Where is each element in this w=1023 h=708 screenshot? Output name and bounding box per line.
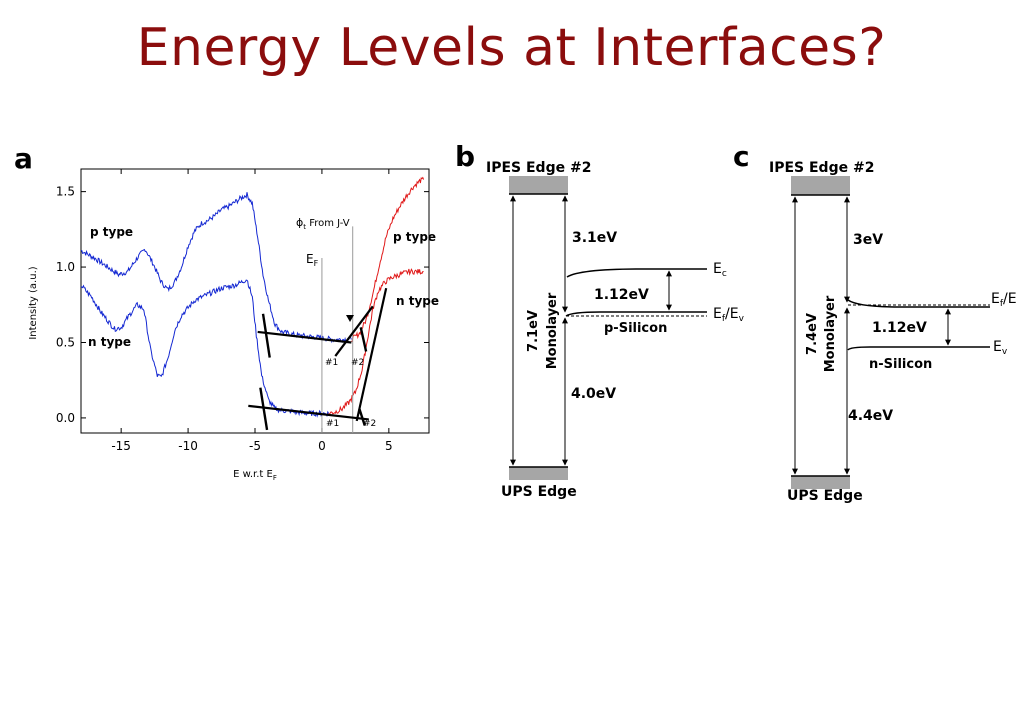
y-tick-label: 1.5 [56, 185, 75, 199]
phi-arrow-head [346, 315, 354, 322]
ups-edge-label: UPS Edge [501, 484, 577, 500]
lower-gap-value: 4.4eV [848, 408, 893, 424]
label-n-type-left: n type [88, 335, 131, 349]
conduction-band-line [847, 299, 990, 308]
ipes-band-block [509, 176, 568, 194]
label-p-type-right: p type [393, 230, 436, 244]
upper-gap-value: 3.1eV [572, 230, 617, 246]
x-tick-label: -5 [249, 439, 261, 453]
ipes-edge-label: IPES Edge #2 [769, 160, 874, 176]
ef-ev-label: Ef/E [991, 291, 1017, 309]
ups-band-block [509, 467, 568, 480]
ipes-edge-label: IPES Edge #2 [486, 160, 591, 176]
panel-c: c IPES Edge #2 UPS Edge 7.4eV Monolayer … [733, 140, 1017, 504]
ipes-band-block [791, 176, 850, 195]
fit-line [334, 305, 374, 357]
x-tick-label: 5 [385, 439, 393, 453]
y-tick-label: 1.0 [56, 260, 75, 274]
label-hash1-bottom: #1 [326, 419, 339, 429]
panel-b: b IPES Edge #2 UPS Edge 7.1eV Monolayer … [455, 140, 745, 500]
total-gap-value: 7.4eV [805, 313, 820, 355]
x-axis-label: E w.r.t EF [233, 469, 277, 482]
ups-band-block [791, 476, 850, 489]
fit-line [257, 330, 352, 344]
silicon-label: p-Silicon [604, 321, 667, 336]
x-tick-label: 0 [318, 439, 326, 453]
bandgap-value: 1.12eV [872, 320, 927, 336]
label-n-type-right: n type [396, 294, 439, 308]
bandgap-value: 1.12eV [594, 287, 649, 303]
spectrum-line [351, 176, 425, 343]
x-tick-label: -10 [178, 439, 198, 453]
panel-c-letter: c [733, 140, 750, 173]
label-p-type-left: p type [90, 225, 133, 239]
valence-band-line [565, 311, 707, 317]
ups-edge-label: UPS Edge [787, 488, 863, 504]
y-tick-label: 0.0 [56, 411, 75, 425]
ef-ev-label: Ef/Ev [713, 306, 745, 324]
spectra-curves [80, 176, 425, 418]
label-hash2-bottom: #2 [363, 419, 376, 429]
edge-marker [359, 327, 368, 352]
monolayer-label: Monolayer [545, 292, 560, 369]
upper-gap-value: 3eV [853, 232, 883, 248]
plot-frame [80, 168, 430, 434]
y-axis-label: Intensity (a.u.) [28, 266, 39, 339]
total-gap-value: 7.1eV [526, 310, 541, 352]
panel-a-letter: a [14, 142, 33, 175]
spectrum-line [328, 268, 424, 416]
panel-a: a -15 -10 -5 0 5 0.0 0.5 1.0 1.5 Intensity (a.u.… [14, 142, 439, 482]
slide-title: Energy Levels at Interfaces? [136, 18, 887, 78]
label-hash2-top: #2 [351, 358, 364, 368]
fit-line [355, 287, 388, 422]
lower-gap-value: 4.0eV [571, 386, 616, 402]
ec-label: Ec [713, 261, 727, 279]
valence-band-line [847, 346, 990, 351]
monolayer-label: Monolayer [823, 295, 838, 372]
phi-label: ϕt From J-V [296, 216, 350, 231]
y-tick-label: 0.5 [56, 335, 75, 349]
fit-lines [248, 226, 388, 433]
edge-marker [259, 387, 269, 431]
silicon-label: n-Silicon [869, 357, 932, 372]
ev-label: Ev [993, 339, 1008, 357]
fit-line [248, 404, 369, 421]
ef-guide-label: EF [306, 252, 319, 268]
edge-marker [358, 408, 366, 426]
x-tick-label: -15 [111, 439, 131, 453]
axis-ticks: -15 -10 -5 0 5 0.0 0.5 1.0 1.5 [56, 169, 429, 453]
conduction-band-line [566, 268, 707, 278]
edge-marker [261, 313, 271, 358]
panel-b-letter: b [455, 140, 475, 173]
label-hash1-top: #1 [325, 358, 338, 368]
spectrum-line [80, 192, 352, 345]
